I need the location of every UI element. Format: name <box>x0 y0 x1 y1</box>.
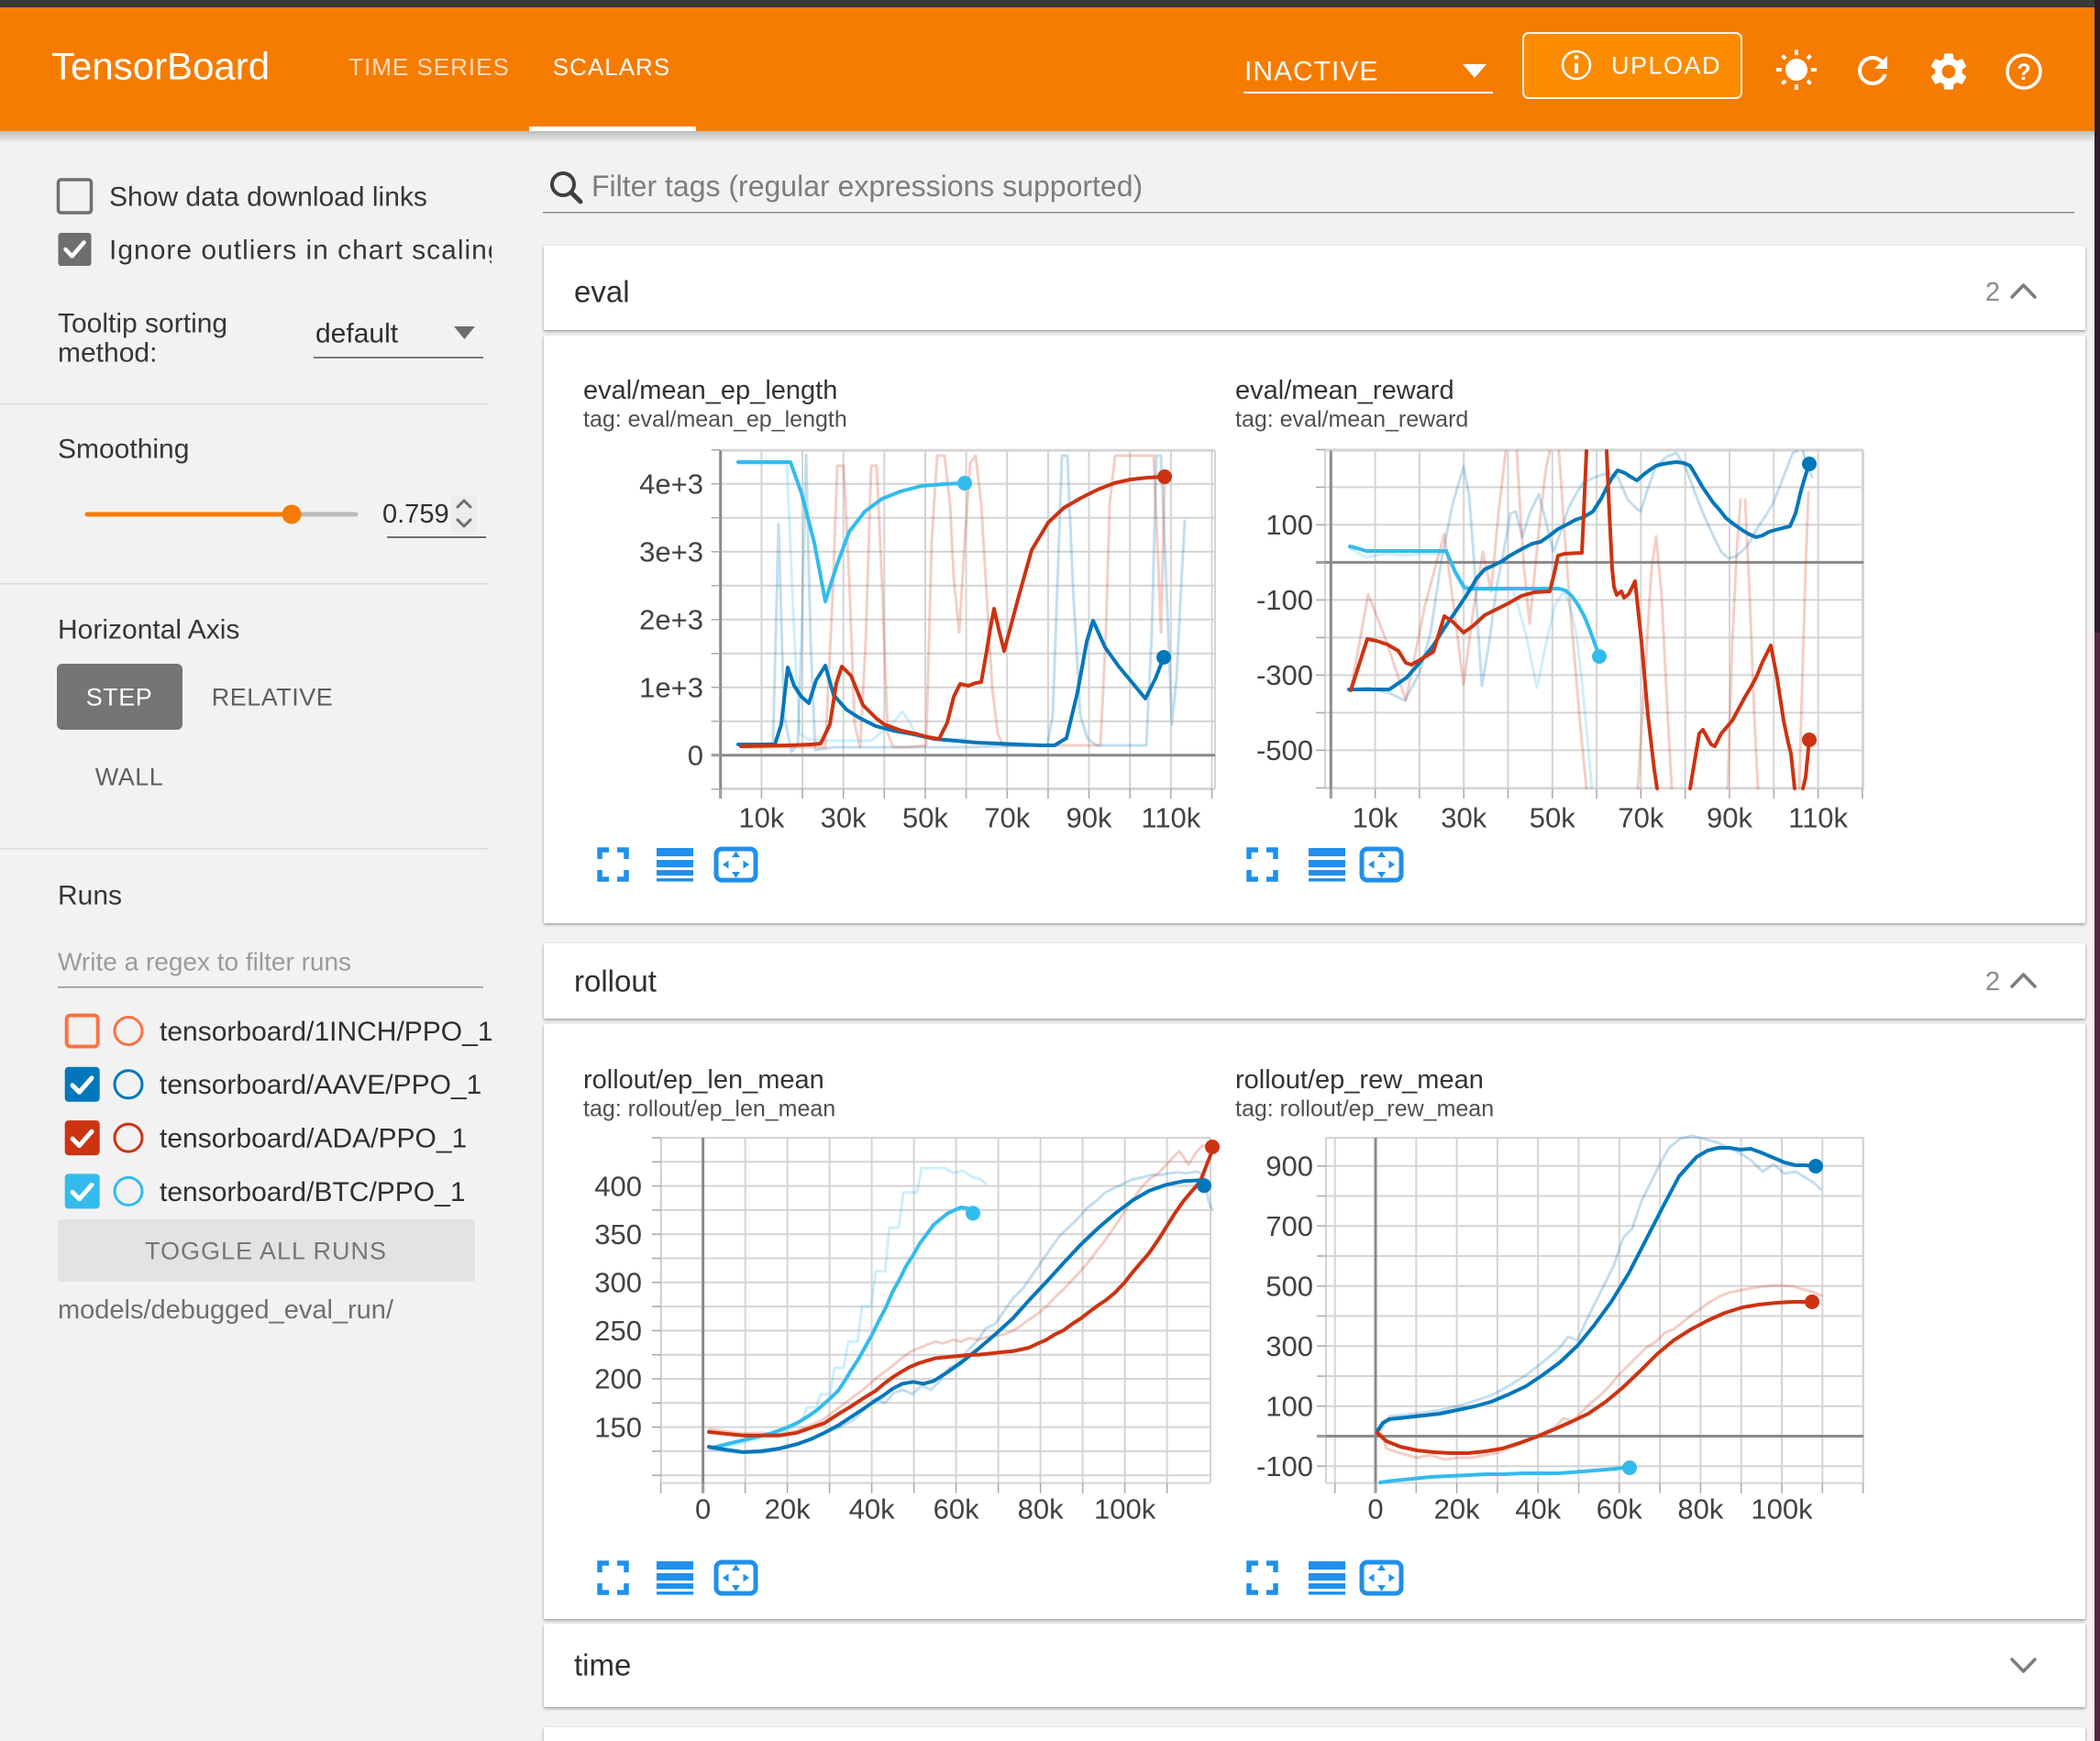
svg-text:TensorBoard: TensorBoard <box>51 45 270 88</box>
svg-text:700: 700 <box>1266 1210 1313 1242</box>
svg-text:400: 400 <box>594 1170 642 1202</box>
svg-text:INACTIVE: INACTIVE <box>1244 56 1378 86</box>
svg-text:SCALARS: SCALARS <box>553 53 670 81</box>
svg-text:500: 500 <box>1266 1270 1313 1302</box>
svg-text:default: default <box>315 318 399 348</box>
svg-text:200: 200 <box>594 1363 642 1395</box>
svg-text:70k: 70k <box>1618 802 1663 834</box>
svg-text:100k: 100k <box>1094 1493 1156 1526</box>
svg-text:0.759: 0.759 <box>382 500 449 529</box>
svg-text:rollout/ep_len_mean: rollout/ep_len_mean <box>583 1065 824 1095</box>
svg-text:tensorboard/BTC/PPO_1: tensorboard/BTC/PPO_1 <box>160 1177 466 1207</box>
svg-text:300: 300 <box>594 1267 642 1299</box>
svg-text:90k: 90k <box>1707 802 1752 834</box>
svg-text:Horizontal Axis: Horizontal Axis <box>58 614 239 645</box>
svg-text:110k: 110k <box>1788 802 1848 834</box>
svg-text:90k: 90k <box>1067 802 1112 834</box>
svg-text:Show data download links: Show data download links <box>109 182 427 212</box>
svg-text:tag: rollout/ep_rew_mean: tag: rollout/ep_rew_mean <box>1235 1096 1494 1122</box>
svg-text:900: 900 <box>1266 1150 1313 1182</box>
svg-text:50k: 50k <box>902 802 948 834</box>
svg-text:TOGGLE ALL RUNS: TOGGLE ALL RUNS <box>145 1237 387 1264</box>
svg-text:time: time <box>574 1647 631 1681</box>
svg-text:tensorboard/ADA/PPO_1: tensorboard/ADA/PPO_1 <box>160 1123 467 1153</box>
svg-text:-100: -100 <box>1256 584 1313 616</box>
svg-text:3e+3: 3e+3 <box>639 536 703 568</box>
svg-text:300: 300 <box>1266 1330 1313 1362</box>
svg-text:eval: eval <box>574 274 630 308</box>
svg-text:0: 0 <box>695 1493 711 1526</box>
svg-text:70k: 70k <box>984 802 1030 834</box>
svg-text:tensorboard/AAVE/PPO_1: tensorboard/AAVE/PPO_1 <box>160 1070 481 1100</box>
svg-text:40k: 40k <box>849 1493 895 1526</box>
svg-text:110k: 110k <box>1141 802 1200 834</box>
svg-text:RELATIVE: RELATIVE <box>212 683 334 711</box>
svg-text:0: 0 <box>1367 1493 1383 1526</box>
svg-text:tag: eval/mean_ep_length: tag: eval/mean_ep_length <box>583 407 847 433</box>
svg-text:50k: 50k <box>1530 802 1575 834</box>
svg-text:tag: eval/mean_reward: tag: eval/mean_reward <box>1235 407 1468 433</box>
svg-text:eval/mean_reward: eval/mean_reward <box>1235 376 1454 405</box>
svg-text:tensorboard/1INCH/PPO_1: tensorboard/1INCH/PPO_1 <box>160 1017 493 1047</box>
svg-text:Filter tags (regular expressio: Filter tags (regular expressions support… <box>591 170 1143 203</box>
svg-text:rollout: rollout <box>574 964 657 997</box>
svg-text:WALL: WALL <box>95 763 164 790</box>
svg-text:Runs: Runs <box>58 880 122 910</box>
svg-text:60k: 60k <box>934 1493 979 1526</box>
svg-text:tag: rollout/ep_len_mean: tag: rollout/ep_len_mean <box>583 1096 835 1122</box>
svg-text:30k: 30k <box>1441 802 1487 834</box>
svg-text:100: 100 <box>1266 1390 1313 1422</box>
svg-text:100: 100 <box>1266 509 1313 541</box>
svg-text:rollout/ep_rew_mean: rollout/ep_rew_mean <box>1235 1065 1484 1095</box>
svg-text:STEP: STEP <box>86 683 153 711</box>
svg-text:10k: 10k <box>1353 802 1398 834</box>
svg-text:2: 2 <box>1985 278 2000 307</box>
svg-text:20k: 20k <box>765 1493 811 1526</box>
svg-text:250: 250 <box>594 1315 642 1347</box>
svg-text:2: 2 <box>1985 967 2000 997</box>
svg-text:4e+3: 4e+3 <box>639 468 703 501</box>
svg-text:Ignore outliers in chart scali: Ignore outliers in chart scaling <box>109 235 504 265</box>
svg-text:0: 0 <box>688 740 703 772</box>
svg-text:20k: 20k <box>1434 1493 1480 1526</box>
svg-text:1e+3: 1e+3 <box>639 672 703 704</box>
svg-text:Tooltip sorting: Tooltip sorting <box>58 308 227 338</box>
svg-text:-500: -500 <box>1256 734 1313 766</box>
svg-text:method:: method: <box>58 337 157 368</box>
svg-text:models/debugged_eval_run/: models/debugged_eval_run/ <box>58 1295 394 1325</box>
svg-text:100k: 100k <box>1751 1493 1813 1526</box>
svg-text:30k: 30k <box>821 802 867 834</box>
svg-text:80k: 80k <box>1677 1493 1723 1526</box>
svg-text:eval/mean_ep_length: eval/mean_ep_length <box>583 376 837 405</box>
svg-text:40k: 40k <box>1515 1493 1561 1526</box>
svg-text:-100: -100 <box>1256 1450 1313 1482</box>
svg-text:10k: 10k <box>738 802 784 834</box>
svg-text:?: ? <box>2017 60 2030 85</box>
svg-text:-300: -300 <box>1256 659 1313 691</box>
svg-text:Smoothing: Smoothing <box>58 434 189 464</box>
svg-text:UPLOAD: UPLOAD <box>1611 51 1721 79</box>
svg-text:60k: 60k <box>1597 1493 1642 1526</box>
svg-text:TIME SERIES: TIME SERIES <box>348 53 510 81</box>
svg-text:80k: 80k <box>1018 1493 1064 1526</box>
svg-text:2e+3: 2e+3 <box>639 604 703 636</box>
svg-text:350: 350 <box>594 1218 642 1251</box>
svg-text:150: 150 <box>594 1411 642 1443</box>
svg-text:Write a regex to filter runs: Write a regex to filter runs <box>58 948 351 976</box>
